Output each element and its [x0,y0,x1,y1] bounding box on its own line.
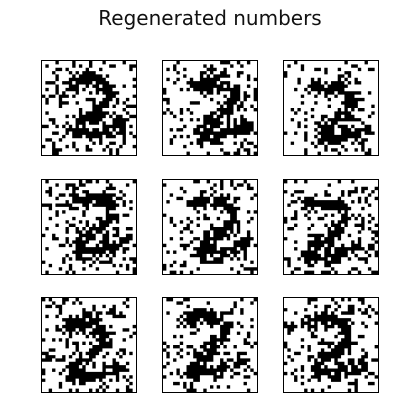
digit-pixels [163,298,257,392]
digit-panel-4 [41,179,137,275]
digit-pixels [284,298,378,392]
digit-pixels [284,180,378,274]
digit-panel-5 [162,179,258,275]
digit-pixels [284,61,375,155]
digit-panel-1 [41,60,137,156]
digit-image-3 [284,61,375,155]
digit-panel-9 [283,297,379,393]
digit-image-9 [284,298,378,392]
digit-pixels [42,298,136,392]
figure-title: Regenerated numbers [98,6,322,30]
digit-image-6 [284,180,378,274]
digit-panel-7 [41,297,137,393]
digit-pixels [42,180,136,274]
digit-image-8 [163,298,257,392]
digit-panel-8 [162,297,258,393]
digit-pixels [42,61,136,155]
digit-pixels [163,61,257,155]
digit-panel-6 [283,179,379,275]
digit-panel-2 [162,60,258,156]
digit-image-7 [42,298,136,392]
digit-panel-3 [283,60,379,156]
digit-pixels [163,180,257,274]
digit-image-4 [42,180,136,274]
digit-image-2 [163,61,257,155]
digit-image-1 [42,61,136,155]
digit-image-5 [163,180,257,274]
